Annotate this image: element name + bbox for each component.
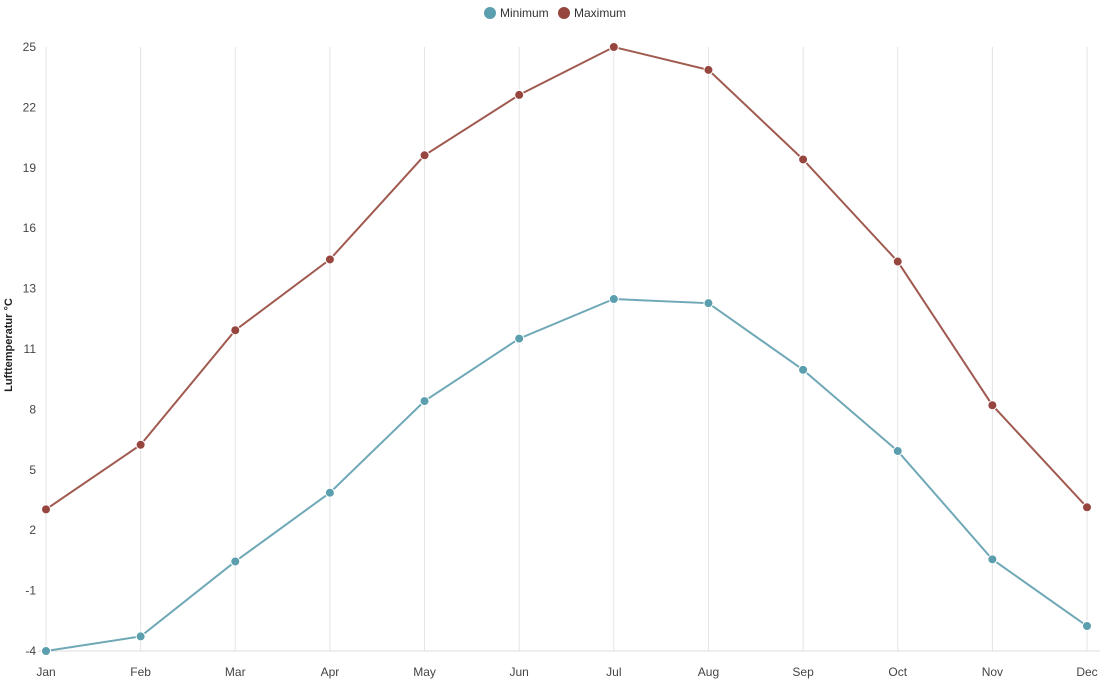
data-point-maximum[interactable] bbox=[419, 150, 430, 161]
data-point-maximum[interactable] bbox=[41, 504, 51, 515]
y-tick-label: 8 bbox=[29, 402, 36, 416]
y-axis-title: Lufttemperatur °C bbox=[3, 298, 15, 392]
data-point-maximum[interactable] bbox=[514, 89, 525, 100]
x-tick-label: Sep bbox=[792, 665, 814, 679]
legend-label-maximum[interactable]: Maximum bbox=[574, 6, 626, 20]
y-tick-label: 2 bbox=[29, 523, 36, 537]
y-tick-label: -4 bbox=[25, 644, 36, 658]
data-point-minimum[interactable] bbox=[892, 446, 903, 457]
data-point-minimum[interactable] bbox=[1082, 621, 1092, 632]
data-point-minimum[interactable] bbox=[608, 294, 619, 305]
data-point-maximum[interactable] bbox=[987, 400, 998, 411]
data-point-maximum[interactable] bbox=[608, 42, 619, 52]
x-tick-label: Jun bbox=[510, 665, 529, 679]
legend: Minimum Maximum bbox=[484, 6, 626, 20]
legend-marker-minimum[interactable] bbox=[484, 7, 496, 19]
y-tick-label: -1 bbox=[25, 584, 36, 598]
data-point-maximum[interactable] bbox=[135, 439, 146, 450]
x-tick-label: Mar bbox=[225, 665, 246, 679]
x-tick-label: Feb bbox=[130, 665, 151, 679]
y-tick-label: 16 bbox=[23, 221, 37, 235]
y-tick-label: 22 bbox=[23, 100, 37, 114]
y-tick-label: 5 bbox=[29, 463, 36, 477]
data-point-maximum[interactable] bbox=[892, 256, 903, 267]
data-point-minimum[interactable] bbox=[230, 556, 241, 567]
y-tick-label: 25 bbox=[23, 40, 37, 54]
data-point-minimum[interactable] bbox=[987, 554, 998, 565]
y-tick-label: 19 bbox=[23, 161, 37, 175]
data-point-maximum[interactable] bbox=[1082, 502, 1092, 513]
data-point-minimum[interactable] bbox=[324, 487, 335, 498]
x-tick-label: Jan bbox=[36, 665, 55, 679]
data-point-minimum[interactable] bbox=[135, 631, 146, 642]
data-point-minimum[interactable] bbox=[798, 364, 809, 375]
series-lines bbox=[41, 42, 1092, 656]
y-tick-label: 11 bbox=[24, 342, 37, 356]
data-point-minimum[interactable] bbox=[41, 646, 51, 656]
series-line-maximum bbox=[45, 45, 1088, 511]
axes: Jan Feb Mar Apr May Jun Jul Aug Sep Oct Nov Dec -4 -1… bbox=[23, 40, 1100, 679]
y-tick-label: 13 bbox=[23, 282, 37, 296]
data-point-maximum[interactable] bbox=[798, 154, 809, 165]
data-point-minimum[interactable] bbox=[514, 333, 525, 344]
x-tick-label: May bbox=[413, 665, 436, 679]
data-point-maximum[interactable] bbox=[230, 325, 241, 336]
data-point-minimum[interactable] bbox=[419, 396, 430, 407]
x-tick-label: Jul bbox=[606, 665, 621, 679]
x-tick-label: Apr bbox=[321, 665, 340, 679]
x-tick-label: Oct bbox=[888, 665, 907, 679]
grid-lines bbox=[45, 47, 1088, 651]
series-line-minimum bbox=[45, 298, 1088, 652]
data-point-maximum[interactable] bbox=[703, 64, 714, 75]
legend-label-minimum[interactable]: Minimum bbox=[500, 6, 549, 20]
x-tick-label: Nov bbox=[982, 665, 1003, 679]
data-point-minimum[interactable] bbox=[703, 298, 714, 309]
legend-marker-maximum[interactable] bbox=[558, 7, 570, 19]
data-point-maximum[interactable] bbox=[324, 254, 335, 265]
x-tick-label: Aug bbox=[698, 665, 719, 679]
x-tick-label: Dec bbox=[1076, 665, 1097, 679]
